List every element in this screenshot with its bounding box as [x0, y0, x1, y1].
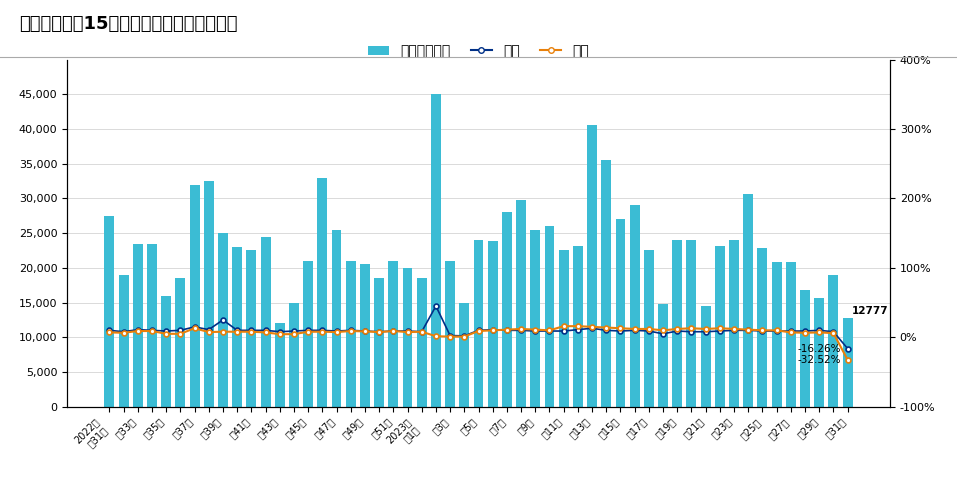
同比 [771, 327, 783, 333]
Text: 图：监测重点15城新建商品住宅成交量情况: 图：监测重点15城新建商品住宅成交量情况 [19, 15, 237, 33]
Bar [416, 278, 427, 407]
Bar [673, 240, 682, 407]
Bar [530, 230, 541, 407]
Bar [147, 244, 157, 407]
环比 [587, 325, 598, 331]
环比 [430, 303, 441, 309]
同比 [544, 327, 555, 333]
Bar [843, 318, 853, 407]
Bar [729, 240, 739, 407]
同比 [558, 323, 569, 329]
Bar [189, 185, 199, 407]
Bar [559, 250, 568, 407]
Bar [715, 246, 724, 407]
Bar [644, 250, 654, 407]
同比 [686, 325, 698, 331]
Bar [630, 205, 639, 407]
Bar [431, 94, 441, 407]
同比 [103, 329, 115, 335]
同比 [587, 324, 598, 330]
Bar [615, 219, 626, 407]
Bar [474, 240, 483, 407]
Bar [133, 244, 143, 407]
Bar [573, 246, 583, 407]
同比 [529, 327, 541, 333]
Legend: 成交量（套）, 环比, 同比: 成交量（套）, 环比, 同比 [363, 39, 594, 64]
Bar [829, 275, 838, 407]
Bar [275, 323, 284, 407]
Line: 同比: 同比 [107, 324, 850, 362]
Bar [545, 226, 554, 407]
Bar [744, 193, 753, 407]
Bar [658, 304, 668, 407]
Bar [445, 261, 456, 407]
Bar [786, 262, 796, 407]
Bar [389, 261, 398, 407]
Bar [587, 125, 597, 407]
Bar [161, 296, 171, 407]
Bar [175, 278, 186, 407]
Bar [260, 237, 271, 407]
Bar [374, 278, 384, 407]
环比 [842, 346, 854, 352]
Text: 12777: 12777 [852, 307, 888, 316]
同比 [842, 357, 854, 363]
Bar [488, 242, 498, 407]
Bar [814, 298, 824, 407]
Text: -32.52%: -32.52% [798, 355, 841, 366]
Line: 环比: 环比 [107, 304, 850, 351]
Bar [218, 233, 228, 407]
Bar [601, 160, 612, 407]
Bar [758, 248, 768, 407]
Bar [104, 216, 114, 407]
Bar [289, 303, 299, 407]
Bar [800, 290, 810, 407]
Bar [345, 261, 356, 407]
Bar [233, 247, 242, 407]
Text: -16.26%: -16.26% [798, 344, 841, 354]
Bar [459, 303, 469, 407]
环比 [103, 327, 115, 333]
同比 [302, 329, 314, 335]
Bar [246, 250, 256, 407]
Bar [360, 264, 370, 407]
Bar [303, 261, 313, 407]
Bar [119, 275, 128, 407]
环比 [558, 328, 569, 334]
Bar [331, 230, 342, 407]
Bar [204, 181, 213, 407]
环比 [544, 328, 555, 334]
Bar [318, 178, 327, 407]
Bar [501, 212, 512, 407]
Bar [403, 268, 412, 407]
环比 [686, 329, 698, 335]
Bar [686, 240, 697, 407]
Bar [701, 306, 711, 407]
Bar [516, 200, 526, 407]
Bar [771, 262, 782, 407]
环比 [302, 327, 314, 333]
环比 [771, 328, 783, 334]
